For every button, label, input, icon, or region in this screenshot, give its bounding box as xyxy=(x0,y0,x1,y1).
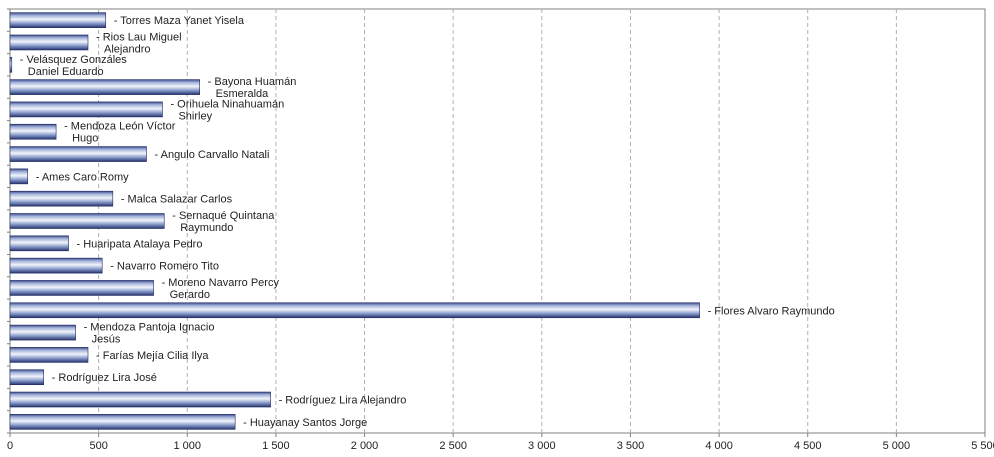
bar-label: - Rios Lau Miguel xyxy=(96,31,182,43)
bar-label: Jesús xyxy=(92,334,121,346)
bar xyxy=(9,235,69,252)
bar-label: - Huayanay Santos Jorge xyxy=(243,417,367,429)
x-tick-label: 4 500 xyxy=(794,440,822,452)
x-axis: 0 500 1 000 1 500 2 000 2 500 3 000 3 500 4 000 4… xyxy=(7,8,994,452)
bar-label: - Mendoza Pantoja Ignacio xyxy=(84,322,215,334)
x-tick-label: 4 000 xyxy=(705,440,733,452)
bar-label: Hugo xyxy=(72,133,98,145)
bar xyxy=(9,123,57,140)
bar xyxy=(9,101,163,118)
x-tick-label: 5 500 xyxy=(971,440,994,452)
bar xyxy=(9,324,76,341)
bar xyxy=(9,190,114,207)
bar xyxy=(9,414,236,430)
bar xyxy=(9,56,13,73)
bar-label: Esmeralda xyxy=(216,88,269,100)
x-tick-label: 500 xyxy=(89,440,107,452)
bar xyxy=(9,257,103,274)
bar-label: - Farías Mejía Cilia Ilya xyxy=(96,350,209,362)
bar-label: - Huaripata Atalaya Pedro xyxy=(77,238,203,250)
x-tick-label: 2 500 xyxy=(439,440,467,452)
bar xyxy=(9,369,44,386)
bar-label: - Flores Alvaro Raymundo xyxy=(708,305,835,317)
bar-label: Daniel Eduardo xyxy=(28,66,104,78)
x-tick-label: 1 000 xyxy=(174,440,202,452)
bar-label: Raymundo xyxy=(180,222,233,234)
x-tick-label: 3 000 xyxy=(528,440,556,452)
bar xyxy=(9,213,165,229)
bar-label: - Mendoza León Víctor xyxy=(64,121,176,133)
bar-label: - Rodríguez Lira José xyxy=(52,372,157,384)
x-tick-label: 1 500 xyxy=(262,440,290,452)
x-tick-label: 2 000 xyxy=(351,440,379,452)
bar xyxy=(9,34,89,51)
bar-label: - Torres Maza Yanet Yisela xyxy=(114,15,245,27)
x-tick-label: 5 000 xyxy=(883,440,911,452)
bar-label: - Angulo Carvallo Natali xyxy=(155,149,270,161)
bar-label: - Ames Caro Romy xyxy=(36,171,129,183)
bar-label: - Malca Salazar Carlos xyxy=(121,194,233,206)
bar xyxy=(9,12,107,28)
bar-label: Gerardo xyxy=(170,289,210,301)
bar-label: - Orihuela Ninahuamán xyxy=(170,98,284,110)
bar-label: - Navarro Romero Tito xyxy=(110,261,219,273)
bar-label: - Bayona Huamán xyxy=(208,76,297,88)
bar-label: Alejandro xyxy=(104,43,150,55)
bar xyxy=(9,168,29,185)
bar xyxy=(9,391,271,408)
bar-labels: - Torres Maza Yanet Yisela - Rios Lau Mig… xyxy=(20,15,835,429)
bar-label: Shirley xyxy=(178,110,212,122)
bar-label: - Rodríguez Lira Alejandro xyxy=(279,395,407,407)
bar-label: - Moreno Navarro Percy xyxy=(162,277,280,289)
x-tick-label: 0 xyxy=(7,440,13,452)
bar xyxy=(9,347,89,363)
x-tick-label: 3 500 xyxy=(617,440,645,452)
bar xyxy=(9,280,154,296)
bars xyxy=(9,12,700,430)
bar xyxy=(9,146,147,162)
bar xyxy=(9,302,700,319)
bar xyxy=(9,79,200,95)
bar-label: - Sernaqué Quintana xyxy=(172,210,275,222)
bar-label: - Velásquez Gonzáles xyxy=(20,54,128,66)
